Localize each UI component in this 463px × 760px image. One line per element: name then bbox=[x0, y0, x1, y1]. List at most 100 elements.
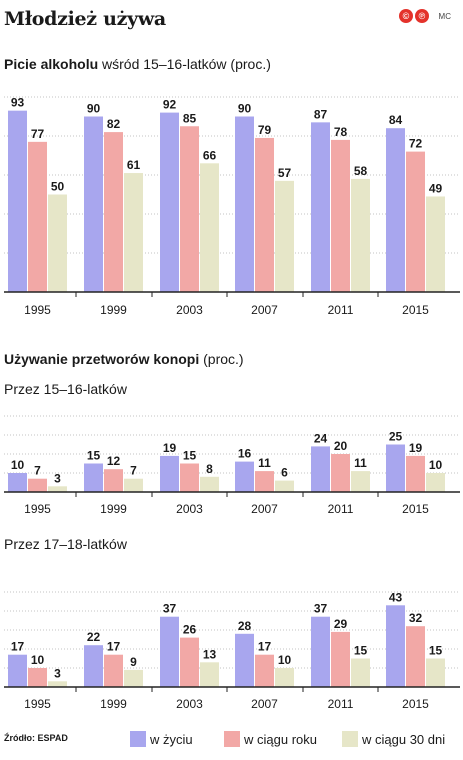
data-label-zyciu-2003: 37 bbox=[163, 602, 177, 616]
data-label-roku-2007: 79 bbox=[258, 123, 272, 137]
data-label-zyciu-2007: 28 bbox=[238, 619, 252, 633]
bar-dni-1995 bbox=[48, 194, 67, 292]
bar-roku-2007 bbox=[255, 137, 274, 292]
bar-roku-2007 bbox=[255, 654, 274, 687]
data-label-zyciu-2007: 16 bbox=[238, 447, 252, 461]
bar-zyciu-1995 bbox=[8, 473, 27, 492]
x-tick-label-1995: 1995 bbox=[24, 303, 51, 317]
bar-dni-2007 bbox=[275, 668, 294, 687]
data-label-dni-1995: 3 bbox=[54, 666, 61, 680]
data-label-roku-2011: 20 bbox=[334, 439, 348, 453]
data-label-dni-2011: 11 bbox=[354, 456, 367, 470]
legend-item-dni: w ciągu 30 dni bbox=[342, 731, 445, 747]
bar-dni-1999 bbox=[124, 478, 143, 492]
bar-roku-1995 bbox=[28, 141, 47, 292]
bar-roku-2007 bbox=[255, 471, 274, 492]
data-label-dni-2011: 15 bbox=[354, 644, 368, 658]
bar-zyciu-2015 bbox=[386, 605, 405, 687]
legend-item-zyciu: w życiu bbox=[130, 731, 193, 747]
x-tick-label-2003: 2003 bbox=[176, 303, 203, 317]
data-label-zyciu-1995: 17 bbox=[11, 640, 25, 654]
author-initials: MC bbox=[438, 12, 451, 21]
bar-dni-2003 bbox=[200, 163, 219, 292]
data-label-zyciu-1999: 22 bbox=[87, 630, 101, 644]
data-label-roku-2015: 72 bbox=[409, 137, 423, 151]
logo-letter-p: ℗ bbox=[415, 9, 429, 23]
bar-roku-2003 bbox=[180, 463, 199, 492]
bar-dni-2011 bbox=[351, 658, 370, 687]
data-label-dni-2003: 66 bbox=[203, 148, 217, 162]
data-label-roku-2003: 15 bbox=[183, 449, 197, 463]
bar-dni-2011 bbox=[351, 471, 370, 492]
data-label-roku-2011: 29 bbox=[334, 617, 348, 631]
alcohol-title-bold: Picie alkoholu bbox=[4, 56, 99, 72]
data-label-roku-2003: 85 bbox=[183, 111, 197, 125]
bar-roku-1999 bbox=[104, 469, 123, 492]
cannabis-title-rest: (proc.) bbox=[199, 351, 244, 367]
bar-roku-1999 bbox=[104, 132, 123, 292]
bar-roku-2015 bbox=[406, 455, 425, 492]
bar-roku-2011 bbox=[331, 454, 350, 492]
x-tick-label-2003: 2003 bbox=[176, 502, 203, 516]
bar-zyciu-2011 bbox=[311, 446, 330, 492]
bar-zyciu-2003 bbox=[160, 616, 179, 687]
data-label-roku-2007: 11 bbox=[258, 456, 271, 470]
subtitle-17-18: Przez 17–18-latków bbox=[4, 536, 127, 552]
bar-roku-1995 bbox=[28, 478, 47, 492]
x-tick-label-2011: 2011 bbox=[328, 697, 354, 711]
x-tick-label-1999: 1999 bbox=[100, 303, 127, 317]
legend-label-zyciu: w życiu bbox=[150, 731, 193, 747]
bar-dni-2011 bbox=[351, 178, 370, 292]
legend-label-roku: w ciągu roku bbox=[244, 731, 317, 747]
bar-roku-2003 bbox=[180, 126, 199, 292]
bar-dni-2007 bbox=[275, 480, 294, 492]
data-label-roku-2015: 19 bbox=[409, 441, 423, 455]
bar-zyciu-1999 bbox=[84, 463, 103, 492]
data-label-zyciu-2011: 24 bbox=[314, 431, 328, 445]
data-label-zyciu-2015: 25 bbox=[389, 430, 403, 444]
x-tick-label-1995: 1995 bbox=[24, 502, 51, 516]
bar-zyciu-2011 bbox=[311, 122, 330, 292]
bar-zyciu-2003 bbox=[160, 455, 179, 492]
bar-zyciu-2011 bbox=[311, 616, 330, 687]
data-label-dni-2015: 10 bbox=[429, 458, 443, 472]
data-label-zyciu-2003: 92 bbox=[163, 98, 177, 112]
x-tick-label-1999: 1999 bbox=[100, 697, 127, 711]
data-label-dni-2015: 15 bbox=[429, 644, 443, 658]
bar-roku-2011 bbox=[331, 631, 350, 687]
data-label-zyciu-1999: 15 bbox=[87, 449, 101, 463]
bar-zyciu-2007 bbox=[235, 116, 254, 292]
data-label-dni-1999: 7 bbox=[130, 464, 137, 478]
data-label-dni-1999: 61 bbox=[127, 158, 141, 172]
alcohol-bar-chart: 93 77 50 1995 90 82 61 1999 92 85 66 2003 90 79 57 2007… bbox=[4, 96, 460, 317]
bar-roku-2015 bbox=[406, 626, 425, 687]
bar-dni-1995 bbox=[48, 681, 67, 687]
data-label-dni-1995: 3 bbox=[54, 471, 61, 485]
bar-dni-2015 bbox=[426, 196, 445, 292]
data-label-roku-1995: 77 bbox=[31, 127, 45, 141]
x-tick-label-2015: 2015 bbox=[402, 697, 429, 711]
bar-dni-2015 bbox=[426, 658, 445, 687]
x-tick-label-2015: 2015 bbox=[402, 502, 429, 516]
data-label-zyciu-1995: 10 bbox=[11, 458, 25, 472]
bar-dni-2003 bbox=[200, 662, 219, 687]
x-tick-label-2011: 2011 bbox=[328, 502, 354, 516]
publisher-logo: © ℗ bbox=[399, 9, 429, 23]
data-label-zyciu-2015: 84 bbox=[389, 113, 403, 127]
legend-swatch-roku bbox=[224, 731, 240, 747]
data-label-roku-2003: 26 bbox=[183, 623, 197, 637]
bar-roku-2011 bbox=[331, 139, 350, 292]
bar-roku-2003 bbox=[180, 637, 199, 687]
x-tick-label-2015: 2015 bbox=[402, 303, 429, 317]
data-label-zyciu-2015: 43 bbox=[389, 590, 403, 604]
data-label-zyciu-2011: 37 bbox=[314, 602, 328, 616]
data-label-dni-1999: 9 bbox=[130, 655, 137, 669]
data-label-roku-2007: 17 bbox=[258, 640, 272, 654]
bar-roku-2015 bbox=[406, 151, 425, 292]
x-tick-label-2007: 2007 bbox=[251, 697, 278, 711]
bar-zyciu-1999 bbox=[84, 116, 103, 292]
cannabis-section-title: Używanie przetworów konopi (proc.) bbox=[4, 351, 244, 367]
bar-dni-2007 bbox=[275, 180, 294, 292]
data-label-dni-2003: 8 bbox=[206, 462, 213, 476]
